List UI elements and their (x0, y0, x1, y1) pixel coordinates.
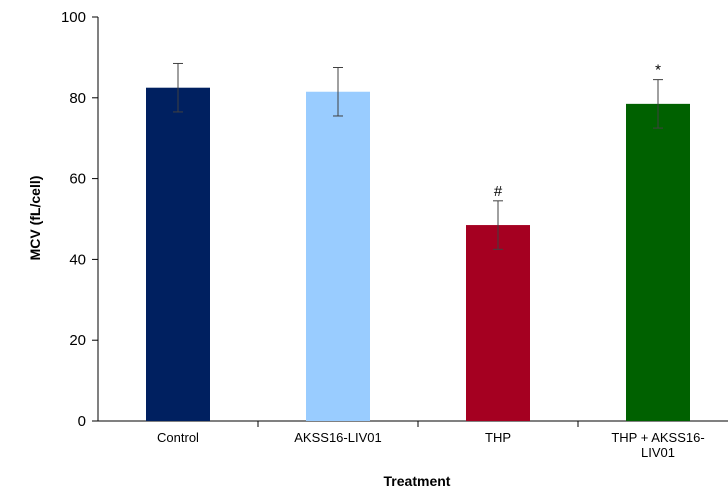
x-tick-label: AKSS16-LIV01 (294, 430, 381, 445)
y-tick-label: 80 (69, 90, 86, 107)
x-tick-label: LIV01 (641, 445, 675, 460)
x-tick-label: THP (485, 430, 511, 445)
significance-marker: * (655, 62, 661, 79)
y-axis: 0 20 40 60 80 100 (61, 9, 99, 430)
x-tick-label: Control (157, 430, 199, 445)
y-tick-label: 100 (61, 9, 86, 26)
y-tick-label: 40 (69, 251, 86, 268)
x-axis-title: Treatment (384, 473, 451, 489)
y-tick-label: 60 (69, 171, 86, 188)
bar (306, 91, 370, 422)
y-tick-label: 20 (69, 332, 86, 349)
bar (626, 103, 690, 422)
x-tick-label: THP + AKSS16- (611, 430, 704, 445)
bar (466, 225, 530, 421)
bar (146, 87, 210, 421)
y-tick-label: 0 (78, 413, 86, 430)
x-axis: Control AKSS16-LIV01 THP THP + AKSS16-LIV01 (98, 420, 728, 460)
bars: #* (146, 62, 690, 422)
significance-marker: # (494, 183, 503, 200)
y-axis-title: MCV (fL/cell) (27, 176, 43, 261)
